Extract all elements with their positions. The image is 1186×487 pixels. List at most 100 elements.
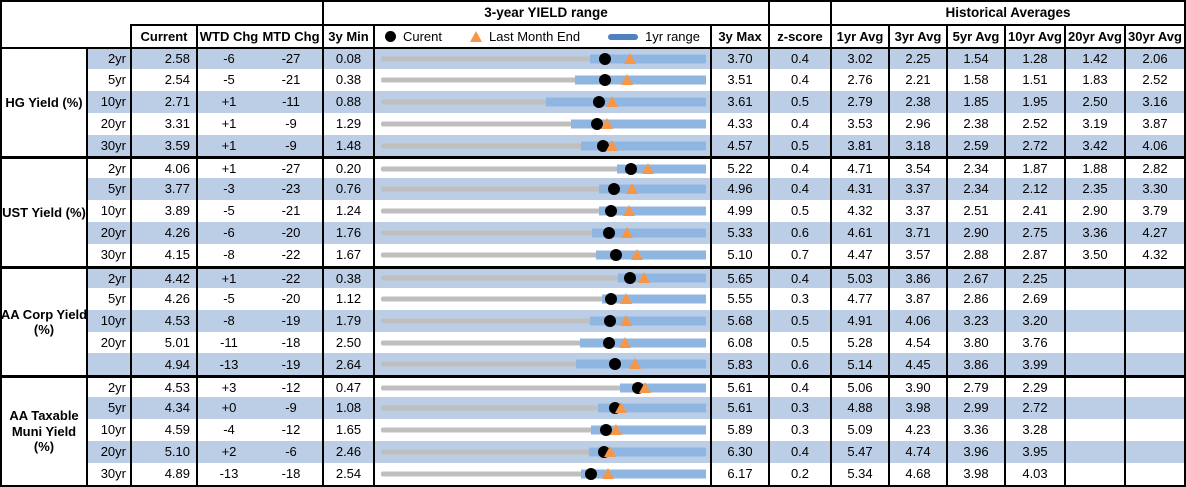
cell-avg-30yr-avg <box>1124 287 1184 310</box>
cell-wtd-chg: -5 <box>196 68 260 91</box>
cell-avg-1yr-avg: 5.06 <box>830 375 888 398</box>
cell-avg-30yr-avg: 4.06 <box>1124 134 1184 157</box>
3y-range-line <box>381 166 706 172</box>
range-chart-cell <box>373 265 710 288</box>
range-chart-track-area <box>381 69 706 91</box>
cell-avg-10yr-avg: 2.41 <box>1004 200 1064 223</box>
cell-avg-1yr-avg: 4.88 <box>830 397 888 420</box>
range-chart-cell <box>373 309 710 332</box>
cell-3y-min: 0.38 <box>322 68 373 91</box>
range-chart-cell <box>373 178 710 201</box>
3y-range-line <box>381 296 706 302</box>
cell-avg-1yr-avg: 4.47 <box>830 244 888 266</box>
range-chart-track-area <box>381 463 706 485</box>
cell-wtd-chg: -8 <box>196 244 260 266</box>
header-spacer-group <box>2 24 130 47</box>
last-month-end-triangle-marker <box>622 205 635 217</box>
1yr-range-bar <box>580 141 706 150</box>
cell-avg-3yr-avg: 3.37 <box>888 200 946 223</box>
cell-avg-5yr-avg: 3.86 <box>946 353 1004 376</box>
cell-tenor: 20yr <box>86 331 130 354</box>
column-header-3yr-avg: 3yr Avg <box>888 24 946 47</box>
cell-avg-1yr-avg: 4.61 <box>830 222 888 245</box>
cell-3y-min: 2.64 <box>322 353 373 376</box>
cell-avg-1yr-avg: 4.77 <box>830 287 888 310</box>
cell-zscore: 0.6 <box>768 353 830 376</box>
cell-current: 3.89 <box>130 200 196 223</box>
cell-avg-20yr-avg: 2.50 <box>1064 90 1124 113</box>
cell-zscore: 0.4 <box>768 178 830 201</box>
cell-wtd-chg: -6 <box>196 47 260 69</box>
last-month-end-triangle-marker <box>639 381 652 393</box>
cell-avg-1yr-avg: 3.02 <box>830 47 888 69</box>
cell-wtd-chg: -5 <box>196 200 260 223</box>
current-dot-marker <box>602 336 615 349</box>
column-header-mtd: MTD Chg <box>262 28 320 44</box>
cell-avg-10yr-avg: 1.51 <box>1004 68 1064 91</box>
cell-current: 5.01 <box>130 331 196 354</box>
1yr-range-bar <box>580 469 706 479</box>
cell-3y-max: 6.08 <box>710 331 768 354</box>
cell-tenor: 30yr <box>86 462 130 485</box>
current-dot-marker <box>603 314 616 327</box>
current-dot-marker <box>604 205 617 218</box>
range-chart-cell <box>373 222 710 245</box>
range-chart-cell <box>373 156 710 179</box>
cell-mtd-chg: -9 <box>260 397 322 420</box>
cell-3y-max: 4.96 <box>710 178 768 201</box>
cell-zscore: 0.4 <box>768 47 830 69</box>
3y-range-line <box>381 385 706 391</box>
cell-avg-30yr-avg <box>1124 462 1184 485</box>
3y-range-line <box>381 99 706 105</box>
group-label-line: Muni Yield <box>11 423 77 439</box>
cell-mtd-chg: -19 <box>260 353 322 376</box>
cell-3y-min: 1.79 <box>322 309 373 332</box>
cell-wtd-chg: +1 <box>196 134 260 157</box>
last-month-end-triangle-marker <box>601 467 614 479</box>
column-header-30yr-avg: 30yr Avg <box>1124 24 1184 47</box>
cell-avg-10yr-avg: 1.28 <box>1004 47 1064 69</box>
cell-avg-20yr-avg <box>1064 419 1124 442</box>
cell-avg-1yr-avg: 3.81 <box>830 134 888 157</box>
cell-wtd-chg: -8 <box>196 309 260 332</box>
cell-wtd-chg: +1 <box>196 156 260 179</box>
cell-tenor: 20yr <box>86 112 130 135</box>
chart-legend: Curent Last Month End 1yr range <box>373 24 710 47</box>
cell-avg-5yr-avg: 3.98 <box>946 462 1004 485</box>
cell-3y-max: 5.61 <box>710 375 768 398</box>
cell-zscore: 0.4 <box>768 375 830 398</box>
chart-section-title: 3-year YIELD range <box>322 2 768 24</box>
cell-mtd-chg: -20 <box>281 290 301 306</box>
cell-avg-3yr-avg: 2.38 <box>888 90 946 113</box>
cell-avg-10yr-avg: 2.72 <box>1004 134 1064 157</box>
cell-avg-3yr-avg: 2.96 <box>888 112 946 135</box>
group-label-line: (%) <box>33 439 55 455</box>
1yr-range-bar <box>601 294 706 304</box>
cell-avg-20yr-avg <box>1064 397 1124 420</box>
cell-mtd-chg: -27 <box>260 47 322 69</box>
current-dot-marker <box>585 467 598 480</box>
3y-range-line <box>381 318 706 324</box>
cell-zscore: 0.4 <box>768 112 830 135</box>
cell-avg-10yr-avg: 3.20 <box>1004 309 1064 332</box>
current-dot-marker <box>599 73 612 86</box>
current-dot-marker <box>592 95 605 108</box>
cell-avg-3yr-avg: 4.06 <box>888 309 946 332</box>
cell-current: 4.53 <box>130 375 196 398</box>
cell-3y-max: 5.10 <box>710 244 768 266</box>
cell-avg-10yr-avg: 2.29 <box>1004 375 1064 398</box>
cell-avg-3yr-avg: 3.57 <box>888 244 946 266</box>
cell-avg-30yr-avg <box>1124 397 1184 420</box>
group-label: HG Yield (%) <box>2 47 86 157</box>
cell-avg-5yr-avg: 2.79 <box>946 375 1004 398</box>
cell-avg-5yr-avg: 2.38 <box>946 112 1004 135</box>
cell-current: 4.15 <box>130 244 196 266</box>
last-month-end-triangle-marker <box>625 183 638 195</box>
cell-zscore: 0.5 <box>768 200 830 223</box>
cell-avg-20yr-avg <box>1064 331 1124 354</box>
cell-avg-30yr-avg: 2.06 <box>1124 47 1184 69</box>
3y-range-line <box>381 230 706 236</box>
range-chart-cell <box>373 331 710 354</box>
cell-3y-max: 5.83 <box>710 353 768 376</box>
cell-avg-30yr-avg: 2.82 <box>1124 156 1184 179</box>
